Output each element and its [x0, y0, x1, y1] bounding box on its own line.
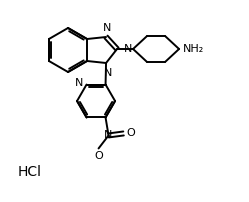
Text: N: N: [104, 130, 113, 140]
Text: N: N: [124, 44, 132, 54]
Text: NH₂: NH₂: [183, 44, 204, 54]
Text: HCl: HCl: [18, 165, 42, 179]
Text: O: O: [94, 152, 103, 161]
Text: O: O: [126, 128, 135, 138]
Text: N: N: [104, 68, 112, 78]
Text: N: N: [75, 78, 84, 87]
Text: N: N: [103, 23, 111, 33]
